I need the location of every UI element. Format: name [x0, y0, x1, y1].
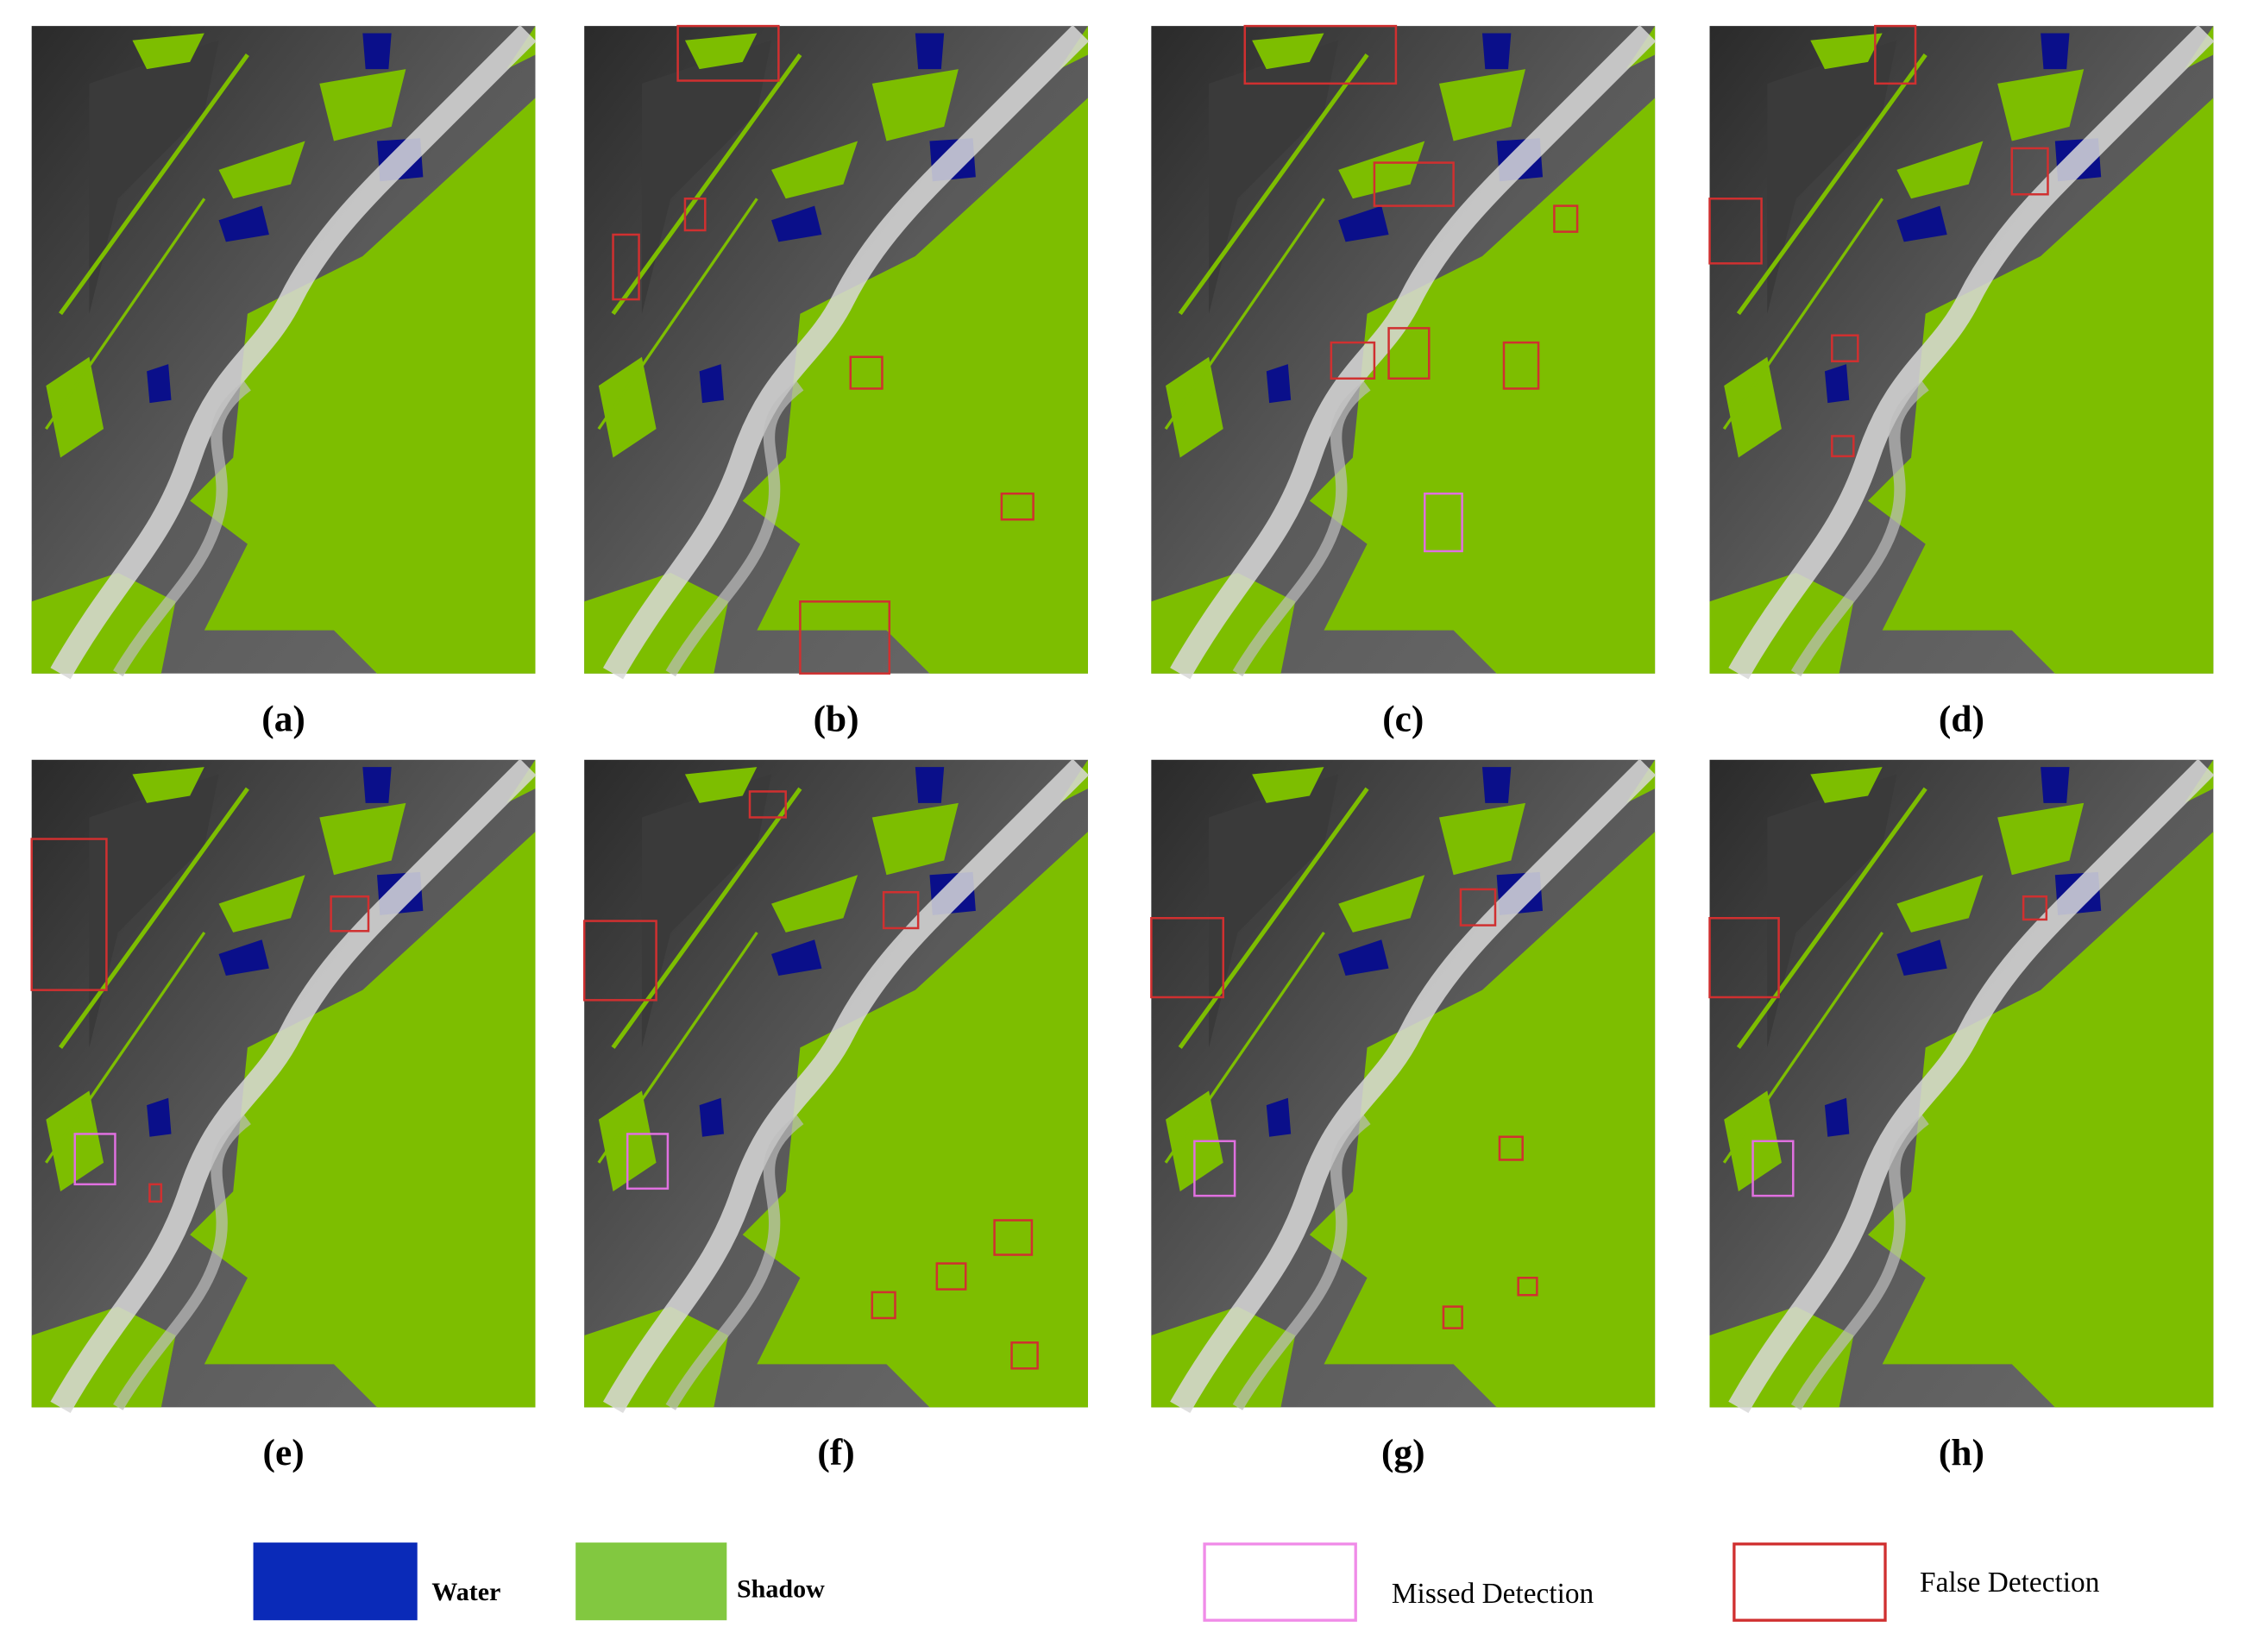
panel-image	[32, 760, 536, 1408]
false-detection-box	[1442, 1305, 1463, 1329]
false-detection-box	[1498, 1135, 1524, 1161]
satellite-map	[1710, 760, 2214, 1408]
panel-label: (e)	[263, 1432, 305, 1473]
false-detection-box	[1517, 1276, 1538, 1297]
panel-image	[584, 760, 1088, 1408]
false-detection-box	[683, 198, 707, 232]
false-detection-box	[1459, 888, 1497, 927]
legend-label: Shadow	[737, 1575, 825, 1604]
false-detection-box	[1708, 916, 1780, 999]
false-detection-box	[2010, 147, 2049, 196]
legend-swatch-missed	[1203, 1542, 1357, 1622]
false-detection-box	[935, 1262, 967, 1291]
false-detection-box	[748, 790, 787, 819]
missed-detection-box	[1424, 492, 1463, 553]
false-detection-box	[1874, 24, 1917, 85]
panel-label: (a)	[261, 698, 305, 739]
false-detection-box	[330, 895, 370, 933]
false-detection-box	[1502, 341, 1540, 390]
panel-image	[32, 26, 536, 674]
false-detection-box	[871, 1291, 896, 1320]
panel-label: (b)	[814, 698, 859, 739]
panel-label: (h)	[1939, 1432, 1984, 1473]
legend-swatch-shadow	[575, 1542, 727, 1621]
false-detection-box	[1708, 198, 1763, 265]
panel-image	[584, 26, 1088, 674]
panel-label: (d)	[1939, 698, 1984, 739]
satellite-map	[1151, 760, 1655, 1408]
missed-detection-box	[1193, 1140, 1236, 1197]
legend: Water Shadow Missed Detection False Dete…	[253, 1542, 2100, 1622]
false-detection-box	[148, 1183, 163, 1203]
satellite-map	[32, 26, 536, 674]
satellite-map	[1151, 26, 1655, 674]
satellite-map	[1710, 26, 2214, 674]
false-detection-box	[2022, 895, 2048, 921]
false-detection-box	[1387, 327, 1431, 380]
false-detection-box	[799, 600, 891, 675]
missed-detection-box	[626, 1133, 670, 1190]
missed-detection-box	[1751, 1140, 1795, 1197]
false-detection-box	[1831, 435, 1855, 458]
panel-image	[1710, 760, 2214, 1408]
panel-image	[1151, 760, 1655, 1408]
missed-detection-box	[73, 1133, 116, 1186]
false-detection-box	[1373, 161, 1455, 207]
false-detection-box	[1553, 204, 1579, 233]
false-detection-box	[30, 838, 108, 991]
panel-image	[1710, 26, 2214, 674]
legend-label: Missed Detection	[1392, 1578, 1594, 1610]
panel-label: (c)	[1382, 698, 1424, 739]
false-detection-box	[612, 233, 640, 301]
false-detection-box	[849, 355, 884, 390]
panel-grid: (a) (b) (c) (d) (e) (f) (g) (h)	[32, 26, 2214, 1473]
false-detection-box	[1831, 334, 1859, 363]
panel-label: (f)	[817, 1432, 854, 1473]
panel-label: (g)	[1381, 1432, 1425, 1473]
legend-label: Water	[431, 1578, 500, 1606]
false-detection-box	[582, 920, 657, 1002]
false-detection-box	[882, 890, 920, 930]
false-detection-box	[1000, 492, 1034, 521]
false-detection-box	[1330, 341, 1376, 380]
satellite-map	[584, 26, 1088, 674]
false-detection-box	[1150, 916, 1225, 999]
satellite-map	[584, 760, 1088, 1408]
legend-label: False Detection	[1920, 1567, 2100, 1599]
false-detection-box	[676, 24, 780, 82]
false-detection-box	[1010, 1341, 1039, 1370]
legend-swatch-false	[1732, 1542, 1887, 1622]
panel-image	[1151, 26, 1655, 674]
false-detection-box	[993, 1219, 1034, 1256]
false-detection-box	[1243, 24, 1398, 85]
legend-swatch-water	[253, 1542, 418, 1621]
